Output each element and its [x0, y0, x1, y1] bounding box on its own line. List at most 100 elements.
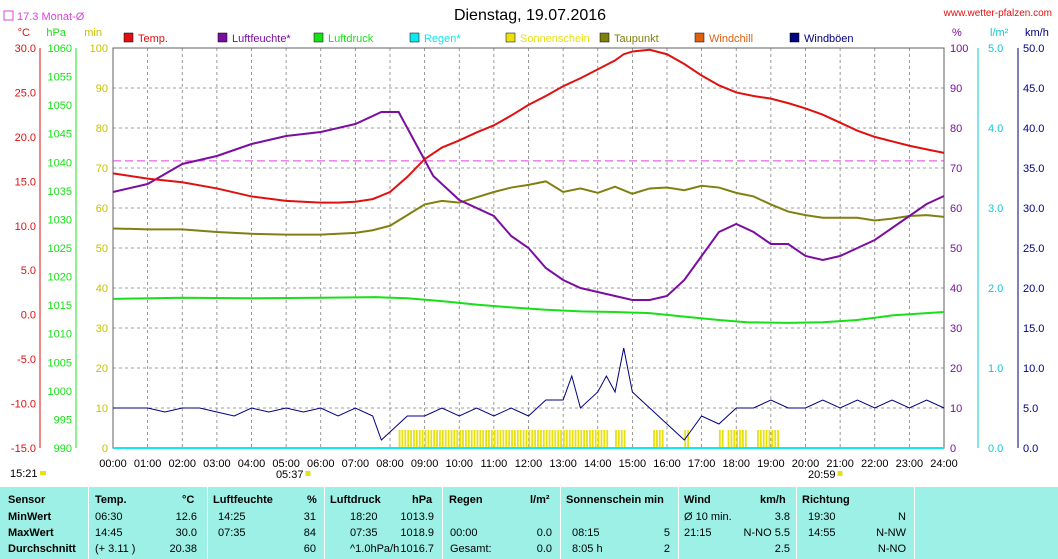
- sunshine-bar: [597, 430, 600, 448]
- x-tick-label: 12:00: [515, 458, 543, 470]
- sunshine-bar: [730, 430, 733, 448]
- hdr-pressure: Luftdruck: [330, 494, 381, 506]
- axis-unit-pressure: hPa: [46, 27, 66, 39]
- col-divider: [678, 487, 679, 559]
- axis-tick-temp: 25.0: [15, 87, 36, 99]
- stats-cell-wind_time: 21:15: [684, 527, 712, 539]
- axis-unit-temp: °C: [18, 27, 30, 39]
- sunshine-bar: [430, 430, 433, 448]
- sunshine-bar: [600, 430, 603, 448]
- axis-tick-wind: 25.0: [1023, 243, 1044, 255]
- stats-cell-label: MinWert: [8, 511, 52, 523]
- weather-chart: Dienstag, 19.07.2016 www.wetter-pfalzen.…: [3, 7, 1052, 481]
- sunshine-bar: [450, 430, 453, 448]
- sunshine-bar: [511, 430, 513, 448]
- axis-unit-wind: km/h: [1025, 27, 1049, 39]
- stats-cell-sun_val: 2: [663, 543, 670, 555]
- axis-tick-pressure: 1005: [48, 357, 72, 369]
- sunshine-bar: [421, 430, 424, 448]
- sunshine-bar: [456, 430, 459, 448]
- col-divider: [796, 487, 797, 559]
- x-tick-label: 03:00: [203, 458, 231, 470]
- sunshine-bar: [519, 430, 522, 448]
- axis-tick-temp: 5.0: [21, 265, 36, 277]
- axis-tick-pressure: 1020: [48, 272, 72, 284]
- stats-cell-sun_val: 5: [663, 527, 670, 539]
- legend-label-pressure: Luftdruck: [328, 33, 374, 45]
- sunshine-bar: [606, 430, 609, 448]
- stats-cell-press_time: 07:35: [350, 527, 378, 539]
- stats-cell-wind_time: Ø 10 min.: [684, 511, 732, 523]
- sunshine-bar: [444, 430, 447, 448]
- sunshine-bar: [718, 430, 721, 448]
- stats-cell-dir_val: N-NW: [876, 527, 906, 539]
- website-link[interactable]: www.wetter-pfalzen.com: [943, 8, 1052, 19]
- axis-tick-pressure: 1035: [48, 186, 72, 198]
- legend-label-rain: Regen*: [424, 33, 461, 45]
- sunshine-bar: [551, 430, 554, 448]
- stats-cell-press_time: ^1.0hPa/h: [350, 543, 400, 555]
- sunshine-bar: [733, 430, 736, 448]
- axis-unit-rain: l/m²: [990, 27, 1009, 39]
- sunshine-bar: [539, 430, 542, 448]
- x-tick-label: 14:00: [584, 458, 612, 470]
- month-avg-marker: [3, 10, 14, 21]
- sunshine-bar: [577, 430, 580, 448]
- hdr-sensor: Sensor: [8, 494, 46, 506]
- axis-tick-pressure: 1015: [48, 300, 72, 312]
- axis-tick-pressure: 1055: [48, 72, 72, 84]
- hdr-rain: Regen: [449, 494, 483, 506]
- sunshine-bar: [656, 430, 658, 448]
- chart-title: Dienstag, 19.07.2016: [454, 7, 606, 24]
- stats-table: Sensor Temp. °C Luftfeuchte % Luftdruck …: [0, 487, 1058, 559]
- x-tick-label: 10:00: [445, 458, 473, 470]
- sunshine-bar: [490, 430, 493, 448]
- axis-tick-humidity: 30: [950, 323, 962, 335]
- sunshine-bar: [531, 430, 534, 448]
- hdr-rain-unit: l/m²: [530, 494, 550, 506]
- stats-cell-temp_time: (+ 3.11 ): [95, 543, 136, 555]
- hdr-temp-unit: °C: [182, 494, 195, 506]
- axis-tick-sun_minutes: 90: [96, 83, 108, 95]
- pressure-line: [112, 296, 945, 324]
- axis-tick-humidity: 40: [950, 283, 962, 295]
- hdr-pressure-unit: hPa: [412, 494, 433, 506]
- hdr-sunshine: Sonnenschein min: [566, 494, 664, 506]
- sunset-label: 20:59: [808, 469, 836, 481]
- x-tick-label: 07:00: [342, 458, 370, 470]
- axis-tick-humidity: 80: [950, 123, 962, 135]
- axis-tick-humidity: 20: [950, 363, 962, 375]
- axis-tick-humidity: 50: [950, 243, 962, 255]
- axis-tick-pressure: 1030: [48, 214, 72, 226]
- axis-tick-temp: -15.0: [11, 443, 36, 455]
- legend-swatch-dewpoint: [599, 32, 610, 43]
- sunshine-bar: [534, 430, 537, 448]
- legend-swatch-sunshine: [505, 32, 516, 43]
- axis-tick-temp: 15.0: [15, 176, 36, 188]
- sunshine-bar: [586, 430, 588, 448]
- sunshine-bar: [742, 430, 744, 448]
- legend-label-windchill: Windchill: [709, 33, 753, 45]
- stats-cell-press_val: 1013.9: [400, 511, 434, 523]
- axis-tick-sun_minutes: 0: [102, 443, 108, 455]
- humidity-line: [112, 111, 945, 301]
- sunshine-bar: [528, 430, 531, 448]
- stats-cell-rain_time: Gesamt:: [450, 543, 492, 555]
- hdr-humidity: Luftfeuchte: [213, 494, 273, 506]
- axis-tick-rain: 4.0: [988, 123, 1003, 135]
- sunshine-bar: [496, 430, 499, 448]
- legend-swatch-windchill: [694, 32, 705, 43]
- x-tick-label: 08:00: [376, 458, 404, 470]
- sunshine-bar: [736, 430, 739, 448]
- sunshine-bar: [502, 430, 505, 448]
- sunshine-bar: [574, 430, 577, 448]
- legend-swatch-rain: [409, 32, 420, 43]
- legend-swatch-humidity: [217, 32, 228, 43]
- sunshine-bar: [415, 430, 418, 448]
- sunshine-bar: [603, 430, 606, 448]
- sunshine-bar: [467, 430, 470, 448]
- stats-cell-sun_time: 8:05 h: [572, 543, 603, 555]
- sunshine-bar: [537, 430, 539, 448]
- sunshine-bar: [583, 430, 586, 448]
- sunshine-bar: [765, 430, 768, 448]
